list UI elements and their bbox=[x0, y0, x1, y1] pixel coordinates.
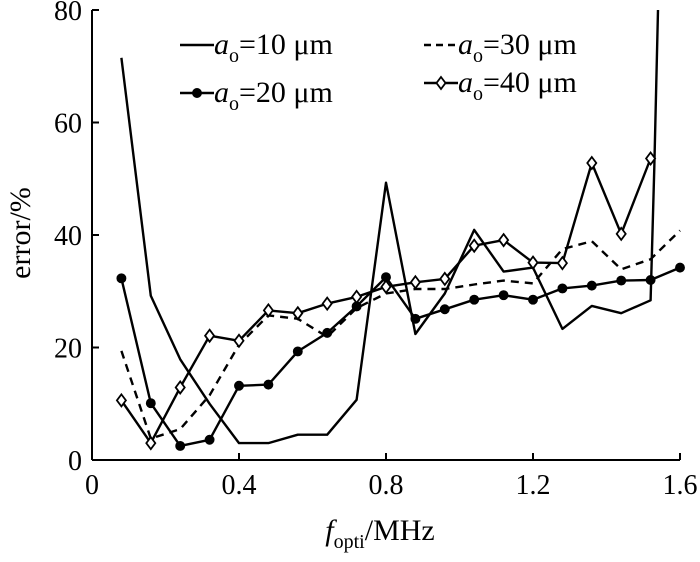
data-point-diamond bbox=[262, 302, 275, 318]
data-point-diamond bbox=[174, 379, 186, 395]
legend-label: ao=10 μm bbox=[214, 28, 333, 67]
series-line-ao-30 bbox=[120, 229, 681, 440]
series-ao-10 bbox=[120, 9, 660, 445]
y-tick-label: 60 bbox=[54, 109, 82, 140]
data-point-diamond bbox=[350, 289, 363, 305]
legend-item-ao-30: ao=30 μm bbox=[424, 28, 577, 67]
x-tick-label: 0.4 bbox=[222, 470, 257, 501]
data-point-circle bbox=[616, 275, 627, 286]
data-point-diamond bbox=[380, 279, 392, 295]
series-ao-40 bbox=[115, 151, 657, 451]
legend-label: ao=30 μm bbox=[458, 28, 577, 67]
data-point-diamond bbox=[409, 274, 422, 290]
series-line-ao-10 bbox=[120, 9, 660, 445]
x-tick-label: 1.6 bbox=[663, 470, 698, 501]
axes: 0 20 40 60 80 0 0.4 0.8 1.2 1.6 bbox=[54, 0, 698, 501]
data-point-circle bbox=[586, 280, 597, 291]
data-point-circle bbox=[204, 434, 215, 445]
data-point-circle bbox=[557, 283, 568, 294]
data-point-circle bbox=[645, 275, 656, 285]
x-axis-label: fopti/MHz bbox=[325, 514, 434, 553]
y-tick-label: 20 bbox=[54, 334, 82, 365]
legend: ao=10 μm ao=30 μm ao=20 μm ao=40 μm bbox=[180, 28, 577, 115]
data-point-diamond bbox=[586, 155, 598, 171]
data-point-circle bbox=[234, 380, 244, 391]
data-point-diamond bbox=[527, 255, 539, 271]
x-tick-label: 0.8 bbox=[369, 470, 404, 501]
y-tick-label: 80 bbox=[54, 0, 82, 27]
data-point-diamond bbox=[556, 255, 569, 271]
data-point-circle bbox=[469, 294, 480, 305]
data-point-circle bbox=[192, 88, 202, 98]
legend-item-ao-40: ao=40 μm bbox=[424, 66, 577, 105]
data-point-circle bbox=[116, 273, 127, 284]
data-point-circle bbox=[263, 379, 274, 390]
data-point-diamond bbox=[644, 151, 657, 166]
data-point-diamond bbox=[439, 271, 451, 287]
series-layer bbox=[115, 9, 685, 451]
legend-item-ao-10: ao=10 μm bbox=[180, 28, 333, 67]
data-point-diamond bbox=[292, 305, 304, 321]
data-point-circle bbox=[292, 346, 303, 357]
y-tick-label: 40 bbox=[54, 221, 82, 252]
series-line-ao-40 bbox=[120, 158, 652, 445]
x-tick-label: 0 bbox=[85, 470, 99, 501]
series-ao-20 bbox=[116, 262, 685, 451]
data-point-diamond bbox=[233, 333, 245, 349]
data-point-diamond bbox=[497, 232, 510, 248]
x-axis-label-sub: opti bbox=[334, 531, 366, 553]
data-point-diamond bbox=[203, 328, 216, 344]
series-line-ao-20 bbox=[120, 266, 681, 448]
data-point-circle bbox=[498, 290, 509, 301]
data-point-diamond bbox=[145, 435, 157, 451]
legend-item-ao-20: ao=20 μm bbox=[180, 76, 333, 115]
data-point-circle bbox=[675, 262, 685, 273]
data-point-circle bbox=[439, 304, 450, 315]
x-axis-label-unit: /MHz bbox=[365, 514, 435, 547]
y-axis-label: error/% bbox=[4, 187, 37, 279]
legend-label: ao=40 μm bbox=[458, 66, 577, 105]
data-point-diamond bbox=[468, 238, 480, 254]
data-point-circle bbox=[175, 440, 186, 451]
data-point-circle bbox=[410, 313, 421, 324]
data-point-circle bbox=[528, 294, 538, 305]
legend-label: ao=20 μm bbox=[214, 76, 333, 115]
series-ao-30 bbox=[120, 229, 681, 440]
y-tick-label: 0 bbox=[68, 446, 82, 477]
data-point-diamond bbox=[615, 226, 627, 242]
data-point-diamond bbox=[321, 296, 333, 312]
data-point-diamond bbox=[115, 392, 128, 408]
data-point-circle bbox=[145, 398, 156, 409]
x-tick-label: 1.2 bbox=[516, 470, 551, 501]
data-point-diamond bbox=[435, 75, 447, 91]
